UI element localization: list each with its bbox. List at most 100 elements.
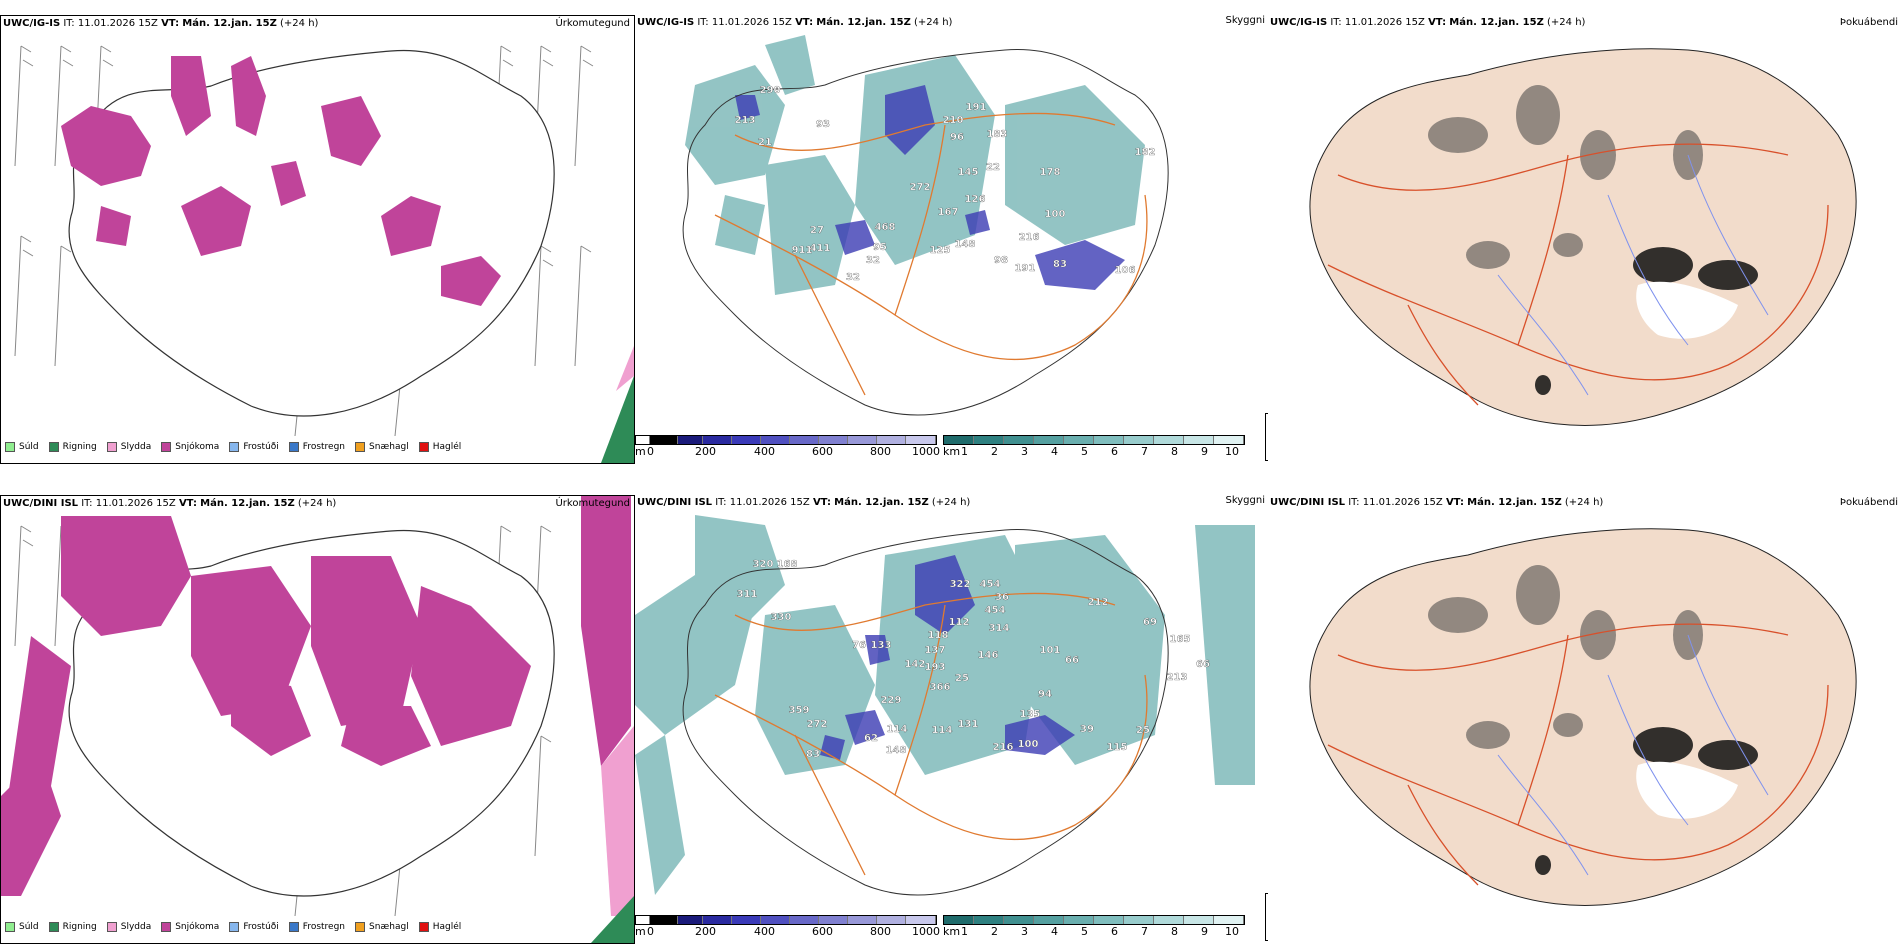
vis-value: 168 (777, 559, 798, 570)
tick-label: 1 (961, 925, 968, 938)
vis-value: 182 (1135, 147, 1156, 158)
precip-type-legend: Súld Rigning Slydda Snjókoma Frostúði Fr… (5, 439, 461, 455)
visibility-colorbar-row1: km 1 2 3 4 5 6 7 8 9 10 (943, 435, 1245, 459)
vis-value: 216 (1019, 232, 1040, 243)
vis-value: 330 (771, 612, 792, 623)
vis-value: 66 (1065, 655, 1079, 666)
tick-label: 400 (754, 445, 775, 458)
vis-value: 145 (958, 167, 979, 178)
tick-label: 9 (1201, 925, 1208, 938)
tick-label: 7 (1141, 925, 1148, 938)
fog-dense (1535, 727, 1758, 875)
fog-map-row2 (1309, 528, 1857, 906)
vis-value: 32 (846, 272, 860, 283)
precip-panel-row1: UWC/IG-IS IT: 11.01.2026 15Z VT: Mán. 12… (0, 15, 635, 464)
vis-value: 133 (871, 640, 892, 651)
vis-value: 98 (994, 255, 1008, 266)
vis-value: 118 (928, 630, 949, 641)
green-rain-corner (591, 896, 634, 943)
tick-label: 4 (1051, 925, 1058, 938)
visibility-title-row2: Skyggni (1225, 495, 1265, 506)
tick-label: 4 (1051, 445, 1058, 458)
vis-value: 39 (1080, 724, 1094, 735)
tick-label: 2 (991, 445, 998, 458)
legend-item: Frostregn (288, 442, 345, 452)
legend-item: Frostregn (288, 922, 345, 932)
snow-areas (61, 56, 501, 306)
fog-header-row1: UWC/IG-IS IT: 11.01.2026 15Z VT: Mán. 12… (1270, 17, 1586, 28)
tick-label: 3 (1021, 925, 1028, 938)
legend-item: Slydda (106, 442, 151, 452)
vis-value: 21 (758, 137, 772, 148)
fog-rivers (1497, 154, 1769, 396)
vis-value: 27 (810, 225, 824, 236)
vis-value: 212 (1088, 597, 1109, 608)
vis-value: 114 (887, 724, 908, 735)
fog-shading (1428, 85, 1703, 269)
vis-value: 366 (930, 682, 951, 693)
precip-map-row2 (1, 496, 634, 943)
tick-label: 0 (647, 445, 654, 458)
legend-item: Frostúði (229, 922, 279, 932)
legend-item: Súld (5, 442, 39, 452)
vis-value: 193 (925, 662, 946, 673)
vis-value: 131 (958, 719, 979, 730)
fog-header-row2: UWC/DINI ISL IT: 11.01.2026 15Z VT: Mán.… (1270, 497, 1604, 508)
tick-label: 0 (647, 925, 654, 938)
tick-label: 2 (991, 925, 998, 938)
legend-item: Snjókoma (161, 922, 219, 932)
vis-value: 167 (938, 207, 959, 218)
tick-label: 6 (1111, 925, 1118, 938)
sleet-strip (601, 726, 634, 916)
vis-value: 216 (993, 742, 1014, 753)
fog-panel-row2: UWC/DINI ISL IT: 11.01.2026 15Z VT: Mán.… (1268, 495, 1900, 942)
cloudbase-unit: m (635, 445, 646, 458)
wind-barbs (14, 45, 594, 437)
vis-value: 126 (965, 194, 986, 205)
tick-label: 1000 (912, 925, 940, 938)
vis-value: 311 (737, 589, 758, 600)
vis-value: 101 (1040, 645, 1061, 656)
tick-label: 1 (961, 445, 968, 458)
vis-value: 142 (905, 659, 926, 670)
precip-map-row1 (14, 45, 634, 463)
vis-value: 359 (789, 705, 810, 716)
vis-value: 112 (949, 617, 970, 628)
vis-value: 191 (966, 102, 987, 113)
vis-value: 137 (925, 645, 946, 656)
vis-value: 148 (955, 239, 976, 250)
vis-value: 106 (1115, 265, 1136, 276)
green-rain-corner (601, 376, 634, 463)
precip-header-row2: UWC/DINI ISL IT: 11.01.2026 15Z VT: Mán.… (3, 498, 337, 509)
vis-value: 322 (950, 579, 971, 590)
vis-value: 454 (980, 579, 1001, 590)
vis-value: 229 (881, 695, 902, 706)
snow-areas (1, 496, 631, 896)
vis-value: 314 (989, 623, 1010, 634)
vis-value: 114 (932, 725, 953, 736)
vis-value: 95 (873, 242, 887, 253)
tick-label: 5 (1081, 925, 1088, 938)
legend-item: Haglél (418, 442, 461, 452)
precip-header-row1: UWC/IG-IS IT: 11.01.2026 15Z VT: Mán. 12… (3, 18, 319, 29)
vis-value: 25 (1136, 725, 1150, 736)
vis-value: 69 (1143, 617, 1157, 628)
vis-value: 76 (852, 640, 866, 651)
vis-value-labels: 290 213 93 21 210 191 183 96 145 22 272 … (734, 85, 1156, 283)
glacier-white (1636, 281, 1738, 339)
legend-item: Súld (5, 922, 39, 932)
vis-value: 148 (886, 745, 907, 756)
vis-value: 25 (955, 673, 969, 684)
tick-label: 6 (1111, 445, 1118, 458)
vis-value: 83 (1053, 259, 1067, 270)
vis-value: 911 (792, 245, 813, 256)
legend-item: Rigning (48, 922, 97, 932)
iceland-outline (68, 49, 555, 417)
tick-label: 7 (1141, 445, 1148, 458)
vis-blue-areas (820, 555, 1075, 760)
tick-label: 600 (812, 445, 833, 458)
vis-value: 146 (978, 650, 999, 661)
vis-value: 468 (875, 222, 896, 233)
vis-value: 213 (735, 115, 756, 126)
tick-label: 1000 (912, 445, 940, 458)
